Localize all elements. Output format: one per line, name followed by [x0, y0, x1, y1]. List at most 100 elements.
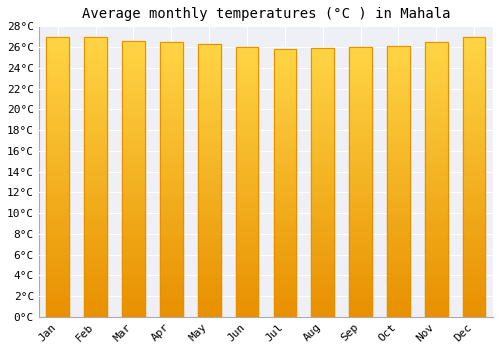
Bar	[274, 240, 296, 243]
Bar	[160, 97, 182, 100]
Bar	[84, 61, 107, 65]
Bar	[198, 296, 220, 300]
Bar	[198, 282, 220, 286]
Bar	[198, 310, 220, 313]
Bar	[312, 266, 334, 270]
Bar	[198, 248, 220, 252]
Bar	[463, 121, 485, 124]
Bar	[425, 286, 448, 289]
Bar	[236, 98, 258, 101]
Bar	[349, 195, 372, 199]
Bar	[463, 215, 485, 219]
Bar	[198, 272, 220, 276]
Bar	[349, 77, 372, 81]
Bar	[198, 133, 220, 136]
Bar	[349, 263, 372, 266]
Bar	[236, 101, 258, 104]
Bar	[122, 106, 145, 110]
Bar	[274, 69, 296, 72]
Bar	[312, 48, 334, 317]
Bar	[84, 128, 107, 131]
Bar	[274, 290, 296, 293]
Bar	[46, 159, 69, 163]
Bar	[236, 84, 258, 88]
Bar	[84, 68, 107, 72]
Bar	[84, 156, 107, 159]
Bar	[46, 296, 69, 299]
Bar	[236, 212, 258, 216]
Bar	[387, 296, 410, 300]
Bar	[387, 131, 410, 134]
Bar	[46, 107, 69, 110]
Bar	[463, 299, 485, 303]
Bar	[463, 82, 485, 86]
Bar	[198, 61, 220, 64]
Bar	[387, 120, 410, 124]
Bar	[236, 88, 258, 91]
Bar	[160, 186, 182, 190]
Bar	[46, 303, 69, 306]
Bar	[198, 102, 220, 105]
Bar	[84, 40, 107, 44]
Bar	[274, 143, 296, 146]
Bar	[84, 138, 107, 142]
Bar	[312, 61, 334, 65]
Bar	[349, 88, 372, 91]
Bar	[160, 138, 182, 141]
Bar	[349, 67, 372, 71]
Bar	[387, 303, 410, 307]
Bar	[349, 293, 372, 296]
Bar	[463, 100, 485, 103]
Bar	[236, 232, 258, 236]
Bar	[236, 67, 258, 71]
Bar	[425, 245, 448, 248]
Bar	[463, 212, 485, 215]
Bar	[46, 75, 69, 79]
Bar	[46, 250, 69, 254]
Bar	[122, 44, 145, 48]
Bar	[274, 257, 296, 260]
Bar	[160, 179, 182, 183]
Bar	[349, 280, 372, 283]
Bar	[160, 52, 182, 56]
Bar	[236, 47, 258, 317]
Bar	[312, 169, 334, 172]
Bar	[198, 289, 220, 293]
Bar	[425, 279, 448, 282]
Bar	[349, 57, 372, 61]
Bar	[198, 187, 220, 191]
Bar	[122, 41, 145, 44]
Bar	[463, 205, 485, 208]
Bar	[463, 54, 485, 58]
Bar	[236, 263, 258, 266]
Bar	[160, 279, 182, 282]
Bar	[122, 134, 145, 138]
Bar	[122, 89, 145, 92]
Bar	[387, 289, 410, 293]
Bar	[463, 236, 485, 240]
Bar	[46, 163, 69, 166]
Bar	[160, 265, 182, 269]
Bar	[349, 125, 372, 128]
Bar	[46, 57, 69, 61]
Bar	[463, 261, 485, 264]
Bar	[463, 110, 485, 114]
Bar	[387, 252, 410, 256]
Bar	[349, 98, 372, 101]
Bar	[312, 229, 334, 233]
Bar	[387, 90, 410, 93]
Bar	[84, 145, 107, 149]
Bar	[387, 158, 410, 161]
Bar	[463, 36, 485, 40]
Bar	[463, 289, 485, 292]
Bar	[425, 296, 448, 300]
Bar	[46, 54, 69, 58]
Bar	[463, 292, 485, 296]
Bar	[84, 86, 107, 89]
Bar	[46, 138, 69, 142]
Bar	[198, 139, 220, 143]
Bar	[274, 287, 296, 290]
Bar	[387, 110, 410, 114]
Bar	[122, 306, 145, 310]
Bar	[236, 125, 258, 128]
